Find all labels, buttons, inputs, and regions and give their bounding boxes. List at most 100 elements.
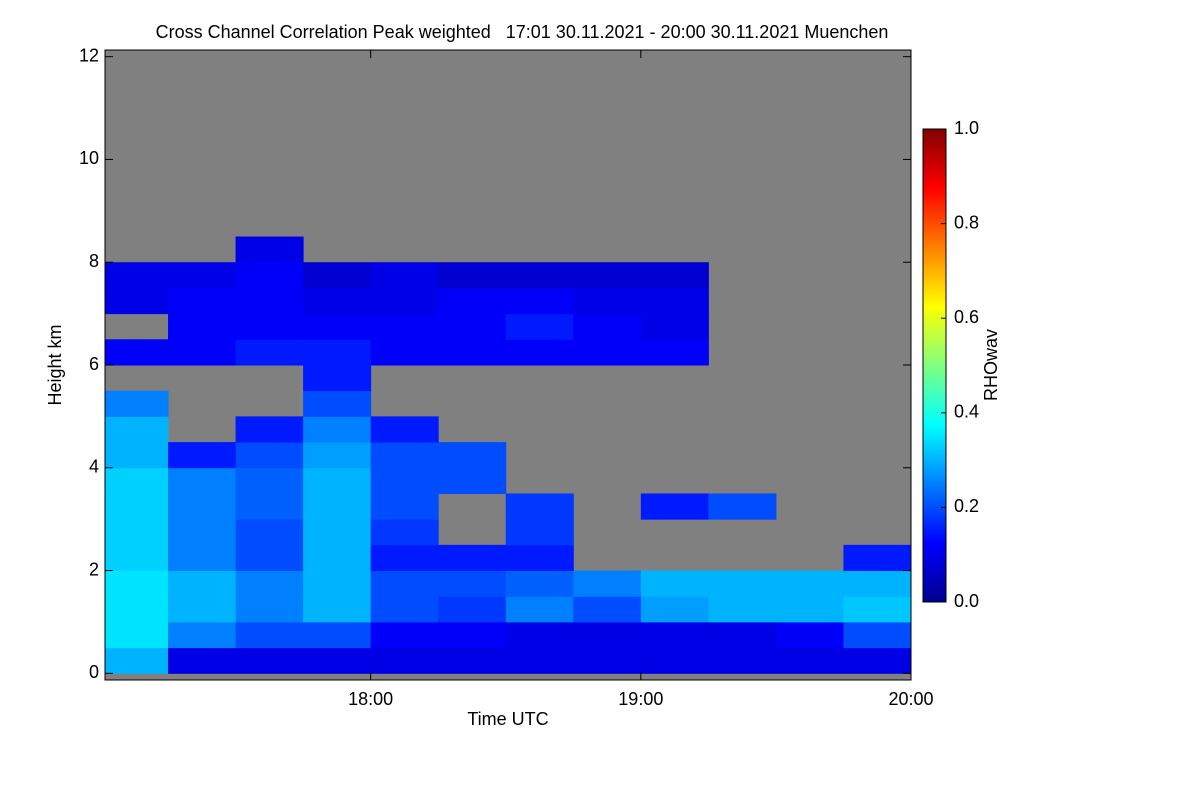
heat-cell <box>105 493 169 520</box>
heat-cell <box>370 544 439 572</box>
colorbar-label: RHOwav <box>981 329 1001 401</box>
heat-cell <box>370 339 439 366</box>
heat-cell <box>370 647 439 674</box>
heat-cell <box>105 544 169 572</box>
heat-cell <box>303 313 372 340</box>
heat-cell <box>843 647 912 674</box>
heat-cell <box>640 493 709 520</box>
heat-cell <box>235 493 304 520</box>
heat-cell <box>235 339 304 366</box>
heat-cell <box>370 570 439 597</box>
heat-cell <box>105 467 169 494</box>
heat-cell <box>303 621 372 649</box>
heat-cell <box>775 570 844 597</box>
heat-cell <box>235 313 304 340</box>
heat-cell <box>370 596 439 623</box>
heat-cell <box>438 262 507 289</box>
heat-cell <box>105 570 169 597</box>
heat-cell <box>505 339 574 366</box>
heat-cell <box>505 621 574 649</box>
heat-cell <box>303 442 372 469</box>
heat-cell <box>505 596 574 623</box>
heat-cell <box>105 519 169 546</box>
heat-cell <box>303 519 372 546</box>
heat-cell <box>640 287 709 315</box>
y-tick-label: 4 <box>89 457 99 477</box>
heat-cell <box>370 416 439 443</box>
heat-cell <box>573 647 642 674</box>
heat-cell <box>168 570 237 597</box>
heat-cell <box>168 493 237 520</box>
heat-cell <box>105 390 169 417</box>
chart-title: Cross Channel Correlation Peak weighted … <box>156 22 889 42</box>
heat-cell <box>303 570 372 597</box>
heat-cell <box>303 467 372 494</box>
heat-cell <box>235 544 304 572</box>
heat-cell <box>640 313 709 340</box>
heat-cell <box>775 621 844 649</box>
heat-cell <box>235 621 304 649</box>
heat-cell <box>573 287 642 315</box>
heat-cell <box>708 596 777 623</box>
heat-cell <box>105 287 169 315</box>
heat-cell <box>168 519 237 546</box>
heat-cell <box>105 416 169 443</box>
heat-cell <box>303 287 372 315</box>
heat-cell <box>105 596 169 623</box>
heat-cell <box>843 621 912 649</box>
heat-cell <box>505 544 574 572</box>
heat-cell <box>303 365 372 392</box>
heat-cell <box>438 596 507 623</box>
x-tick-label: 19:00 <box>618 689 663 709</box>
colorbar-tick-label: 0.2 <box>954 496 979 516</box>
heat-cell <box>303 647 372 674</box>
heat-cell <box>168 313 237 340</box>
heat-cell <box>708 570 777 597</box>
colorbar-tick-label: 0.8 <box>954 212 979 232</box>
heat-cell <box>438 570 507 597</box>
heat-cell <box>303 416 372 443</box>
heat-cell <box>235 262 304 289</box>
heat-cell <box>168 442 237 469</box>
y-tick-label: 6 <box>89 354 99 374</box>
heat-cell <box>370 493 439 520</box>
heat-cell <box>843 596 912 623</box>
heat-cell <box>505 493 574 520</box>
heat-cell <box>303 544 372 572</box>
x-tick-label: 18:00 <box>348 689 393 709</box>
heat-cell <box>438 442 507 469</box>
heat-cell <box>168 467 237 494</box>
heat-cell <box>640 621 709 649</box>
heat-cell <box>438 647 507 674</box>
heat-cell <box>843 544 912 572</box>
heat-cell <box>235 467 304 494</box>
heat-cell <box>370 287 439 315</box>
heat-cell <box>640 596 709 623</box>
heat-cell <box>775 647 844 674</box>
heat-cell <box>303 596 372 623</box>
heat-cell <box>573 339 642 366</box>
heat-cell <box>370 313 439 340</box>
heat-cell <box>843 570 912 597</box>
y-tick-label: 12 <box>79 45 99 65</box>
heat-cell <box>505 287 574 315</box>
heat-cell <box>235 570 304 597</box>
heat-cell <box>105 621 169 649</box>
heat-cell <box>168 262 237 289</box>
y-tick-label: 2 <box>89 559 99 579</box>
heat-cell <box>573 596 642 623</box>
heat-cell <box>640 647 709 674</box>
heat-cell <box>438 467 507 494</box>
heat-cell <box>708 621 777 649</box>
x-axis-label: Time UTC <box>467 709 548 729</box>
heat-cell <box>235 596 304 623</box>
heat-cell <box>168 339 237 366</box>
heat-cell <box>505 313 574 340</box>
heat-cell <box>573 570 642 597</box>
heat-cell <box>168 596 237 623</box>
colorbar-tick-label: 1.0 <box>954 118 979 138</box>
colorbar <box>922 128 947 603</box>
heat-cell <box>640 570 709 597</box>
heat-cell <box>438 339 507 366</box>
